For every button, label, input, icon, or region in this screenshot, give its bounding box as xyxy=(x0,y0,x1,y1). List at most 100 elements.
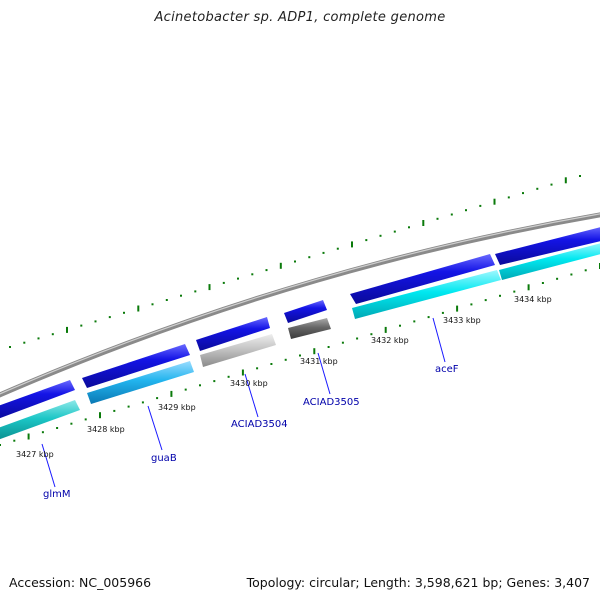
genome-title: Acinetobacter sp. ADP1, complete genome xyxy=(154,10,446,25)
accession-text: Accession: NC_005966 xyxy=(9,575,152,590)
tick-minor xyxy=(513,290,516,293)
tick-minor xyxy=(227,375,230,378)
tick-major xyxy=(351,241,353,248)
tick-minor xyxy=(94,320,97,323)
gene-forward[interactable] xyxy=(284,300,327,323)
tick-minor xyxy=(199,384,201,387)
gene-label-ACIAD3504[interactable]: ACIAD3504 xyxy=(231,419,288,430)
tick-minor xyxy=(270,363,273,365)
genome-backbone-highlight xyxy=(0,213,600,395)
tick-minor xyxy=(499,294,501,297)
tick-minor xyxy=(399,324,401,327)
tick-minor xyxy=(299,354,301,357)
tick-major xyxy=(493,198,496,205)
gene-guaB[interactable] xyxy=(87,361,194,404)
gene-forward[interactable] xyxy=(0,380,75,420)
tick-minor xyxy=(393,230,396,233)
tick-minor xyxy=(522,192,524,195)
tick-minor xyxy=(413,320,416,323)
tick-major xyxy=(313,348,316,355)
tick-minor xyxy=(51,333,54,336)
tick-minor xyxy=(507,196,510,199)
tick-major xyxy=(384,326,387,333)
gene-label-ACIAD3505[interactable]: ACIAD3505 xyxy=(303,397,360,408)
tick-major xyxy=(422,220,425,226)
leader-aceF xyxy=(432,317,446,363)
tick-minor xyxy=(365,239,368,242)
tick-minor xyxy=(541,282,544,284)
tick-minor xyxy=(327,346,330,348)
tick-minor xyxy=(584,269,587,272)
leader-guaB xyxy=(147,405,163,451)
tick-major xyxy=(99,412,101,419)
tick-minor xyxy=(165,299,168,301)
tick-minor xyxy=(550,183,553,186)
gene-label-aceF[interactable]: aceF xyxy=(435,364,459,375)
gene-label-leaders xyxy=(41,317,446,488)
tick-minor xyxy=(308,256,311,259)
gene-glmM[interactable] xyxy=(0,400,80,441)
tick-minor xyxy=(265,269,268,272)
gene-ACIAD3505[interactable] xyxy=(288,318,331,339)
kbp-label: 3430 kbp xyxy=(230,379,268,388)
tick-minor xyxy=(436,217,439,220)
gene-forward[interactable] xyxy=(350,254,495,304)
tick-minor xyxy=(408,226,410,229)
kbp-label: 3434 kbp xyxy=(514,295,552,304)
gene-forward[interactable] xyxy=(196,317,270,351)
tick-minor xyxy=(123,311,125,314)
tick-minor xyxy=(9,346,11,348)
gene-aceF[interactable] xyxy=(352,270,501,319)
gene-reverse[interactable] xyxy=(499,242,600,280)
gene-label-glmM[interactable]: glmM xyxy=(43,489,71,500)
tick-minor xyxy=(427,316,430,319)
leader-ACIAD3505 xyxy=(317,352,331,395)
tick-minor xyxy=(23,341,26,344)
tick-major xyxy=(137,305,140,312)
tick-major xyxy=(66,326,68,333)
tick-row-outer xyxy=(9,175,581,348)
tick-minor xyxy=(41,431,44,434)
tick-minor xyxy=(256,367,259,370)
gene-forward[interactable] xyxy=(495,226,600,265)
tick-minor xyxy=(108,316,111,319)
forward-strand xyxy=(0,226,600,420)
tick-minor xyxy=(56,427,59,429)
tick-minor xyxy=(80,324,83,327)
tick-minor xyxy=(13,439,16,442)
tick-minor xyxy=(536,187,539,190)
tick-major xyxy=(208,284,211,291)
tick-minor xyxy=(479,204,482,207)
tick-minor xyxy=(84,418,87,421)
tick-minor xyxy=(556,277,559,280)
tick-minor xyxy=(237,277,239,280)
tick-minor xyxy=(570,273,573,276)
tick-minor xyxy=(284,358,287,361)
kbp-label: 3428 kbp xyxy=(87,425,125,434)
tick-major xyxy=(27,433,30,440)
tick-minor xyxy=(450,213,453,216)
gene-label-guaB[interactable]: guaB xyxy=(151,453,177,464)
gene-forward[interactable] xyxy=(82,344,190,388)
gene-ACIAD3504[interactable] xyxy=(200,334,276,367)
tick-minor xyxy=(356,337,359,340)
tick-minor xyxy=(484,299,487,302)
tick-minor xyxy=(213,380,216,383)
reverse-strand xyxy=(0,242,600,441)
tick-minor xyxy=(370,333,373,336)
kbp-label: 3431 kbp xyxy=(300,357,338,366)
leader-glmM xyxy=(41,443,56,488)
tick-minor xyxy=(465,209,467,212)
tick-minor xyxy=(141,401,144,404)
tick-minor xyxy=(0,444,1,446)
tick-minor xyxy=(251,273,254,276)
kbp-label: 3429 kbp xyxy=(158,403,196,412)
tick-minor xyxy=(341,341,344,344)
gene-name-labels: glmM guaB ACIAD3504 ACIAD3505 aceF xyxy=(43,364,459,500)
genome-summary-text: Topology: circular; Length: 3,598,621 bp… xyxy=(246,575,590,590)
tick-minor xyxy=(37,337,40,340)
tick-minor xyxy=(441,311,444,314)
kbp-labels: 3427 kbp 3428 kbp 3429 kbp 3430 kbp 3431… xyxy=(16,295,552,459)
tick-minor xyxy=(127,405,130,408)
tick-row-inner xyxy=(0,263,600,446)
